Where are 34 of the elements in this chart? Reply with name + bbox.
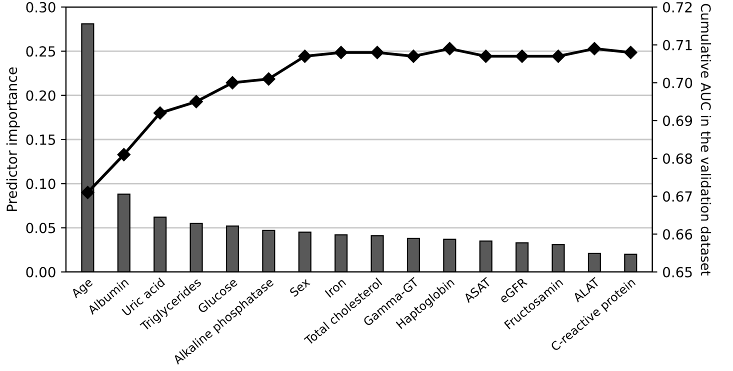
point [479, 50, 492, 63]
y2-tick-label: 0.70 [663, 78, 692, 88]
point [624, 46, 638, 60]
point [117, 148, 130, 162]
y2-tick-label: 0.68 [663, 153, 692, 164]
point [515, 50, 529, 63]
x-tick-label: Sex [289, 277, 310, 298]
point [153, 106, 167, 120]
y2-tick-label: 0.66 [663, 229, 692, 240]
point [588, 42, 602, 56]
y2-tick-label: 0.72 [663, 2, 692, 13]
y2-axis-title: Cumulative AUC in the validation dataset [700, 4, 712, 276]
point [370, 46, 384, 60]
y2-tick-label: 0.65 [663, 266, 692, 278]
point [406, 50, 420, 63]
point [298, 50, 312, 63]
point [81, 186, 94, 200]
y-tick-label: 0.30 [26, 2, 56, 13]
point [262, 72, 276, 86]
y2-tick-label: 0.71 [663, 40, 692, 50]
y-tick-label: 0.00 [26, 266, 56, 278]
y-axis-title: Predictor importance [6, 67, 20, 212]
point [552, 50, 565, 63]
y-tick-label: 0.15 [26, 134, 56, 145]
point [226, 76, 240, 90]
y-tick-label: 0.05 [26, 222, 56, 234]
point [443, 42, 456, 56]
point [190, 95, 203, 108]
point [334, 46, 348, 60]
y2-tick-label: 0.67 [663, 191, 692, 202]
y-tick-label: 0.20 [26, 90, 56, 101]
y2-tick-label: 0.69 [663, 116, 692, 126]
y-tick-label: 0.25 [26, 46, 56, 57]
y-tick-label: 0.10 [26, 178, 56, 190]
